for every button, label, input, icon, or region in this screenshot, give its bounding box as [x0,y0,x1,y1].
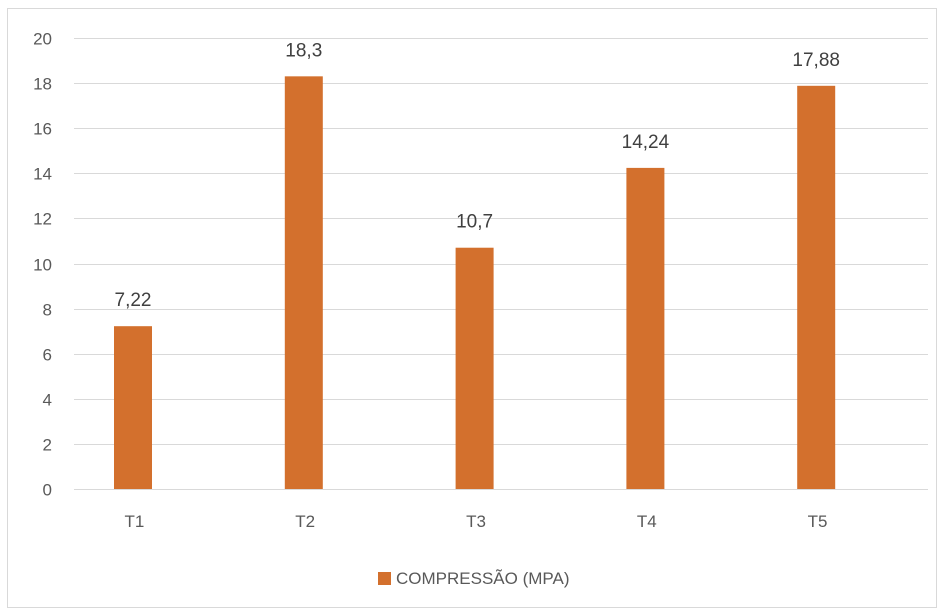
data-label-t1: 7,22 [115,290,152,311]
y-tick-label: 16 [33,120,52,139]
y-tick-label: 12 [33,210,52,229]
bar-t5 [797,85,836,489]
y-tick-label: 0 [43,481,52,500]
legend: COMPRESSÃO (MPA) [378,569,569,588]
y-tick-label: 2 [43,436,52,455]
legend-swatch [378,572,391,585]
x-axis-ticks: T1 T2 T3 T4 T5 [124,512,827,531]
data-labels: 7,22 18,3 10,7 14,24 17,88 [115,40,840,311]
x-tick-label-t5: T5 [808,512,828,531]
bar-t1 [114,326,152,489]
gridlines [74,38,928,490]
y-tick-label: 18 [33,75,52,94]
x-tick-label-t4: T4 [637,512,657,531]
data-label-t2: 18,3 [285,40,322,61]
y-tick-label: 10 [33,256,52,275]
bars [114,76,836,490]
bar-t2 [284,76,323,490]
y-tick-label: 14 [33,165,52,184]
y-axis-ticks: 0 2 4 6 8 10 12 14 16 18 20 [33,30,52,500]
data-label-t4: 14,24 [622,132,670,153]
y-tick-label: 6 [43,346,52,365]
y-tick-label: 8 [43,301,52,320]
y-tick-label: 20 [33,30,52,49]
x-tick-label-t1: T1 [124,512,144,531]
data-label-t3: 10,7 [456,212,493,233]
bar-t4 [626,167,665,489]
bar-t3 [455,247,494,489]
x-tick-label-t3: T3 [466,512,486,531]
legend-label: COMPRESSÃO (MPA) [396,569,569,588]
data-label-t5: 17,88 [792,50,840,71]
y-tick-label: 4 [43,391,52,410]
x-tick-label-t2: T2 [295,512,315,531]
